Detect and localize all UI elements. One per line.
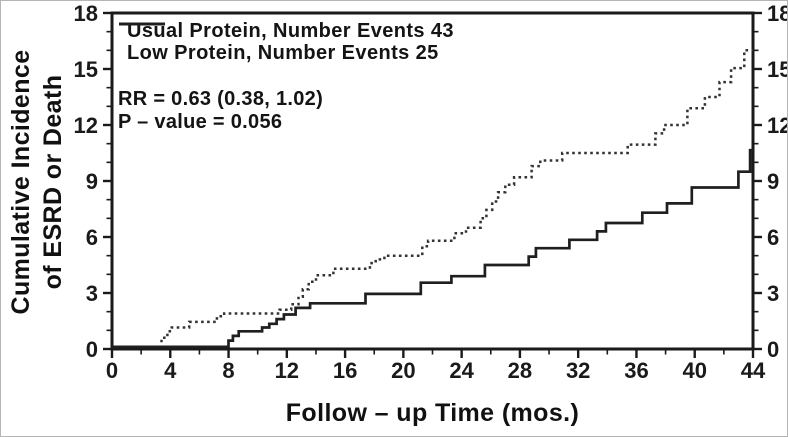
y-tick-label-right: 15 <box>767 57 788 82</box>
y-tick-label-left: 18 <box>74 1 98 26</box>
y-tick-label-right: 6 <box>767 225 779 250</box>
legend-entry-usual-protein: Usual Protein, Number Events 43 <box>118 20 454 42</box>
x-tick-label: 40 <box>682 358 706 383</box>
y-tick-label-right: 12 <box>767 113 788 138</box>
axis-ticks <box>103 11 762 358</box>
y-axis-title: Cumulative Incidence of ESRD or Death <box>5 2 69 362</box>
y-tick-label-left: 15 <box>74 57 98 82</box>
x-tick-label: 8 <box>222 358 234 383</box>
x-tick-label: 32 <box>566 358 590 383</box>
plot-border <box>110 11 755 351</box>
legend-entry-low-protein: Low Protein, Number Events 25 <box>118 22 454 64</box>
x-tick-label: 16 <box>333 358 357 383</box>
y-tick-label-left: 9 <box>86 169 98 194</box>
legend-label-usual-protein: Usual Protein, Number Events 43 <box>127 19 454 42</box>
y-axis-title-line1: Cumulative Incidence <box>7 49 35 315</box>
series-line-usual-protein <box>112 49 753 349</box>
y-tick-label-right: 18 <box>767 1 788 26</box>
y-tick-label-left: 3 <box>86 281 98 306</box>
stats-annotation: RR = 0.63 (0.38, 1.02) P – value = 0.056 <box>118 88 323 134</box>
x-tick-label: 24 <box>449 358 474 383</box>
x-axis-title: Follow – up Time (mos.) <box>285 399 580 427</box>
x-tick-label: 0 <box>106 358 118 383</box>
y-tick-label-right: 0 <box>767 337 779 362</box>
y-tick-label-right: 3 <box>767 281 779 306</box>
relative-risk-text: RR = 0.63 (0.38, 1.02) <box>118 88 324 110</box>
y-tick-label-left: 6 <box>86 225 98 250</box>
x-tick-label: 20 <box>391 358 415 383</box>
series-line-low-protein <box>112 148 753 349</box>
y-tick-label-left: 12 <box>74 113 98 138</box>
solid-line-sample-icon <box>119 22 165 26</box>
p-value-text: P – value = 0.056 <box>118 111 283 133</box>
x-tick-label: 28 <box>508 358 532 383</box>
legend-label-low-protein: Low Protein, Number Events 25 <box>127 41 439 64</box>
x-tick-label: 36 <box>624 358 648 383</box>
x-tick-label: 12 <box>275 358 299 383</box>
y-axis-title-line2: of ESRD or Death <box>39 74 67 290</box>
axis-tick-labels: 0481216202428323640440033669912121515181… <box>74 1 788 383</box>
x-tick-label: 4 <box>164 358 177 383</box>
legend: Usual Protein, Number Events 43 Low Prot… <box>118 20 454 64</box>
x-tick-label: 44 <box>741 358 766 383</box>
y-tick-label-right: 9 <box>767 169 779 194</box>
y-tick-label-left: 0 <box>86 337 98 362</box>
